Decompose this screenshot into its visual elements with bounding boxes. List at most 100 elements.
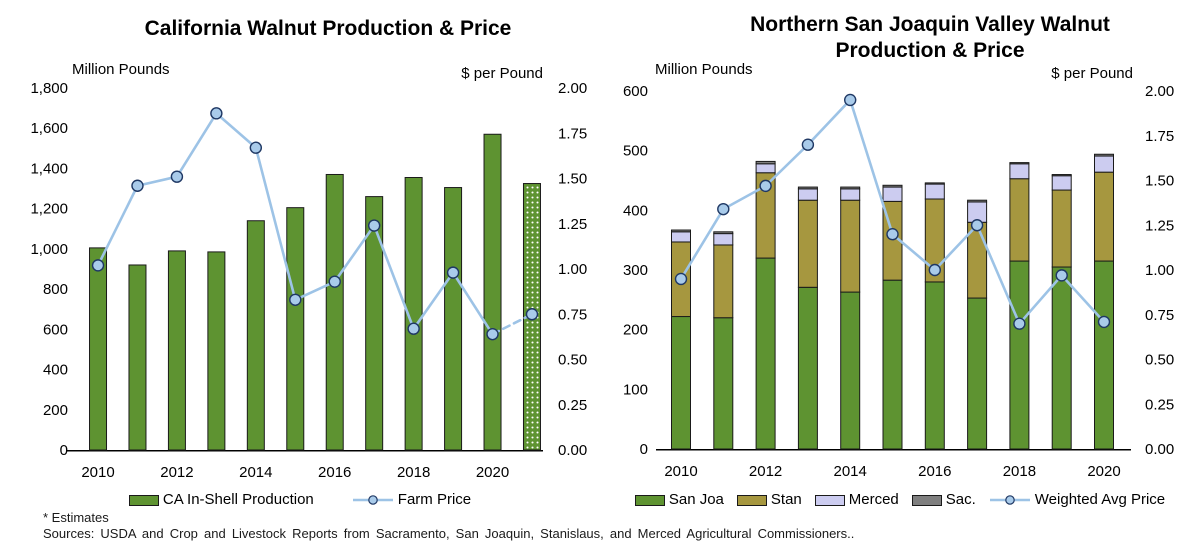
legend-item-stan: Stan (736, 491, 802, 508)
right-axis-tick-label: 0.00 (558, 442, 587, 459)
bar-segment (404, 176, 423, 451)
x-axis-tick-label: 2020 (1087, 463, 1120, 480)
left-axis-tick-label: 500 (623, 143, 648, 160)
left-axis-tick-label: 200 (43, 402, 68, 419)
bar-segment (1094, 171, 1114, 262)
bar-segment (1051, 189, 1072, 268)
bar-segment (671, 229, 691, 233)
legend-label: CA In-Shell Production (162, 491, 314, 508)
nsjv-chart: Northern San Joaquin Valley Walnut Produ… (600, 0, 1200, 550)
estimates-footnote: * Estimates (43, 510, 109, 525)
bar-segment (1094, 260, 1114, 450)
legend-item-san-joa: San Joa (634, 492, 724, 508)
price-marker (91, 259, 105, 272)
price-marker (801, 138, 815, 151)
nsjv-chart-title: Northern San Joaquin Valley Walnut Produ… (750, 13, 1110, 62)
price-marker (131, 179, 144, 192)
x-axis-tick-label: 2018 (1003, 463, 1036, 480)
nsjv-chart-legend: San Joa Stan Merced Sac. Weighted Avg Price (600, 487, 1200, 513)
bar-segment (755, 257, 776, 450)
bar-segment (1009, 178, 1030, 262)
x-axis-tick-label: 2016 (318, 464, 351, 481)
bar-segment (755, 163, 776, 174)
price-marker (886, 227, 899, 241)
bar-segment (713, 244, 734, 319)
price-marker (674, 272, 688, 286)
left-axis-unit-label: Million Pounds (72, 61, 170, 78)
price-marker (759, 179, 772, 193)
bar-segment (967, 297, 988, 450)
bar-segment (483, 133, 502, 451)
bar-segment (713, 231, 734, 235)
price-marker (170, 170, 184, 183)
legend-label: Farm Price (397, 491, 472, 508)
legend-label: Merced (848, 491, 899, 508)
bar-segment (713, 317, 734, 450)
bar-segment (1009, 260, 1030, 450)
price-marker (928, 263, 941, 277)
bar-segment (444, 187, 463, 451)
x-axis-tick-label: 2010 (664, 463, 697, 480)
sources-footnote: Sources: USDA and Crop and Livestock Rep… (43, 526, 855, 541)
price-marker (1013, 317, 1026, 330)
right-axis-tick-label: 1.75 (558, 125, 587, 142)
right-axis-tick-label: 0.75 (1145, 307, 1174, 324)
legend-swatch (128, 494, 159, 506)
x-axis-tick-label: 2010 (81, 464, 114, 481)
bar-segment (713, 233, 734, 246)
bar-segment (325, 173, 344, 451)
bar-segment (286, 207, 305, 451)
x-axis-tick-label: 2020 (476, 464, 509, 481)
right-axis-tick-label: 1.25 (558, 216, 587, 233)
left-axis-unit-label: Million Pounds (655, 61, 753, 78)
left-axis-tick-label: 400 (43, 362, 68, 379)
bar-segment (840, 188, 861, 201)
left-axis-tick-label: 1,200 (30, 201, 68, 218)
price-marker (210, 107, 223, 120)
bar-segment (1051, 175, 1072, 191)
bar-segment (797, 186, 818, 190)
bar-segment (1009, 162, 1030, 165)
price-marker (525, 308, 539, 321)
price-line-icon (989, 495, 1030, 505)
california-chart-title: California Walnut Production & Price (144, 17, 512, 40)
california-chart-legend: CA In-Shell Production Farm Price (0, 487, 600, 513)
x-axis-tick-label: 2016 (918, 463, 951, 480)
price-marker (367, 219, 381, 232)
price-line-dashed-segment (491, 312, 534, 336)
bar-segment (1051, 174, 1072, 177)
bar-segment (167, 250, 186, 451)
right-axis-tick-label: 1.75 (1145, 128, 1174, 145)
price-marker (328, 275, 341, 288)
california-chart: California Walnut Production & Price Mil… (0, 17, 600, 513)
left-axis-tick-label: 0 (640, 441, 648, 458)
x-axis-tick-label: 2018 (397, 464, 430, 481)
legend-item-farm-price: Farm Price (352, 492, 471, 508)
right-axis-tick-label: 1.00 (1145, 262, 1174, 279)
california-chart-plot: 0 200 400 600 800 1,000 1,200 1,400 1,600 1,800 0.… (30, 80, 587, 481)
legend-label: Sac. (945, 491, 976, 508)
price-line-icon (352, 495, 393, 505)
right-axis-tick-label: 1.00 (558, 261, 587, 278)
left-axis-tick-label: 1,400 (30, 160, 68, 177)
bar-segment (924, 182, 945, 185)
left-axis-tick-label: 1,000 (30, 241, 68, 258)
bar-segment (1094, 153, 1114, 157)
legend-label: Stan (770, 491, 802, 508)
price-marker (486, 327, 499, 341)
right-axis-unit-label: $ per Pound (461, 65, 543, 82)
x-axis-tick-label: 2014 (834, 463, 867, 480)
bar-segment (89, 247, 108, 451)
left-axis-tick-label: 1,800 (30, 80, 68, 97)
bar-segment (671, 231, 691, 243)
left-axis-tick-label: 800 (43, 281, 68, 298)
right-axis-tick-label: 2.00 (558, 80, 587, 97)
bar-segment (882, 184, 903, 188)
right-axis-tick-label: 0.25 (1145, 396, 1174, 413)
left-axis-tick-label: 200 (623, 322, 648, 339)
right-axis-tick-label: 0.25 (558, 397, 587, 414)
bar-segment (882, 186, 903, 202)
legend-item-merced: Merced (814, 491, 899, 508)
left-axis-tick-label: 0 (60, 442, 68, 459)
